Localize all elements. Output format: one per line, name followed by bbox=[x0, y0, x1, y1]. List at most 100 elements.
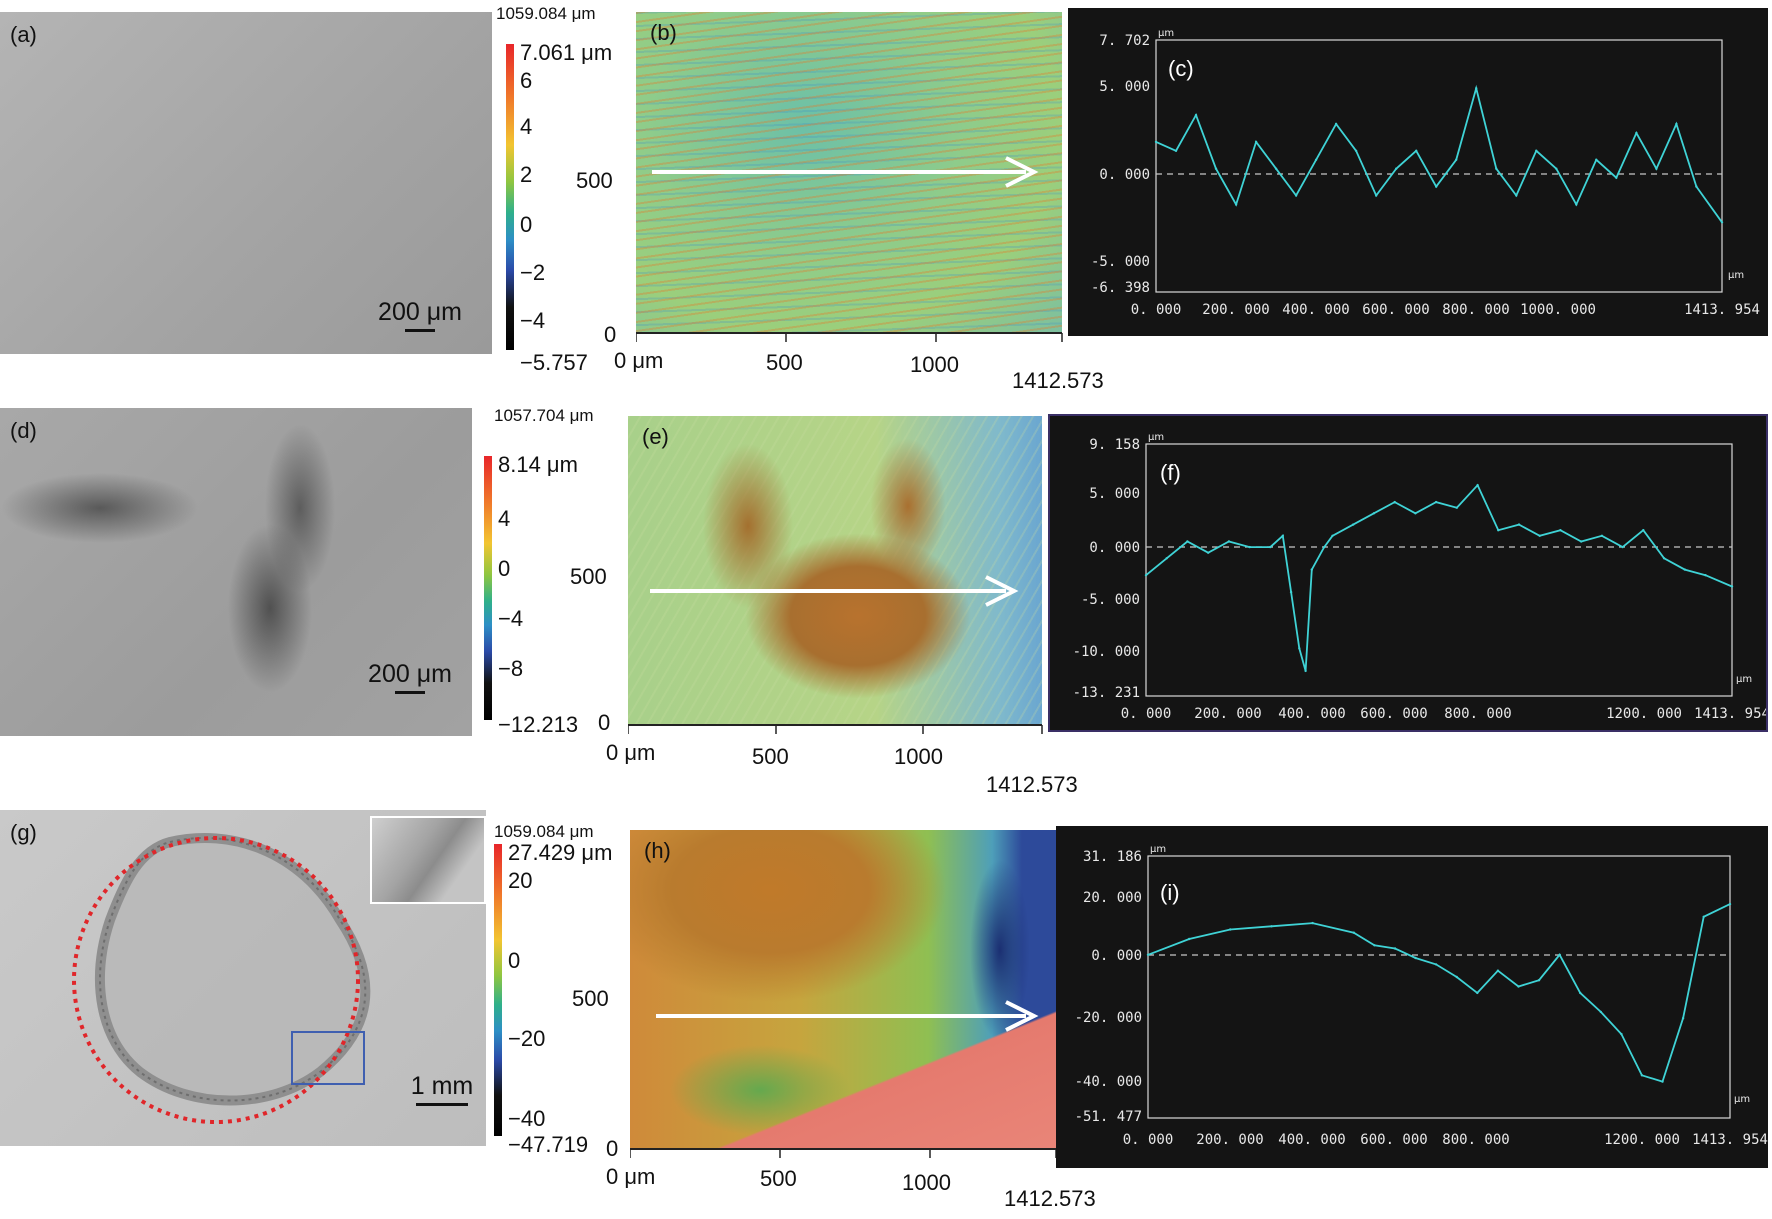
profile-point-c bbox=[1495, 167, 1498, 170]
profile-point-f bbox=[1304, 669, 1307, 673]
panel-label-f: (f) bbox=[1160, 460, 1181, 485]
panel-label-b: (b) bbox=[650, 20, 677, 45]
y-tick-c-3: -5. 000 bbox=[1091, 254, 1150, 270]
profile-point-c bbox=[1675, 122, 1678, 126]
profile-point-i bbox=[1434, 963, 1438, 966]
profile-point-f bbox=[1662, 557, 1666, 560]
x-tick-f-1: 200. 000 bbox=[1194, 706, 1261, 722]
row-2: (d) 200 μm 8.14 μm 4 0 −4 −8 −12.213 105… bbox=[0, 400, 1772, 800]
profile-point-f bbox=[1642, 529, 1645, 532]
profile-point-c bbox=[1555, 167, 1558, 170]
x-unit-c: μm bbox=[1728, 270, 1744, 281]
region-of-interest-box bbox=[291, 1031, 365, 1085]
micrograph-d: (d) 200 μm bbox=[0, 408, 472, 736]
x-unit-i: μm bbox=[1734, 1094, 1750, 1105]
colorbar-max-h: 27.429 μm bbox=[508, 840, 613, 865]
profile-point-f bbox=[1704, 574, 1707, 577]
y-tick-e-500: 500 bbox=[570, 564, 607, 589]
profile-point-c bbox=[1575, 203, 1578, 206]
profile-svg-f: μm μm 9. 158 5. 000 0. 000 -5. 000 -10. … bbox=[1073, 432, 1766, 722]
profile-point-c bbox=[1194, 113, 1198, 117]
topography-map-h: (h) bbox=[630, 830, 1056, 1148]
profile-point-i bbox=[1537, 979, 1541, 982]
x-tick-f-0: 0. 000 bbox=[1121, 706, 1172, 722]
profile-point-c bbox=[1415, 149, 1418, 152]
x-end-h: 1412.573 bbox=[1004, 1186, 1096, 1211]
profile-point-f bbox=[1497, 529, 1500, 532]
profile-point-i bbox=[1146, 953, 1150, 956]
y-tick-c-1: 5. 000 bbox=[1099, 79, 1150, 95]
profile-line-i bbox=[1147, 903, 1731, 1083]
x-tick-c-4: 800. 000 bbox=[1442, 302, 1509, 318]
scale-bar-line bbox=[416, 1103, 468, 1106]
y-tick-i-5: -51. 477 bbox=[1075, 1109, 1142, 1125]
y-tick-b-500: 500 bbox=[576, 168, 613, 193]
profile-point-c bbox=[1435, 185, 1438, 188]
profile-point-c bbox=[1515, 194, 1518, 197]
profile-point-f bbox=[1269, 545, 1272, 549]
profile-point-c bbox=[1655, 167, 1658, 170]
colorbar-tick-h-2: −20 bbox=[508, 1026, 546, 1051]
profile-point-f bbox=[1730, 585, 1734, 588]
x-tick-e-1000: 1000 bbox=[894, 744, 943, 769]
scale-bar-g: 1 mm bbox=[400, 1072, 484, 1106]
scan-arrow-h bbox=[656, 1000, 1039, 1032]
x-axis-h bbox=[630, 1148, 1057, 1158]
profile-point-f bbox=[1580, 540, 1583, 543]
x-tick-c-6: 1413. 954 bbox=[1684, 302, 1760, 318]
y-tick-e-0: 0 bbox=[598, 710, 611, 735]
colorbar-tick-h-3: −40 bbox=[508, 1106, 546, 1131]
profile-point-c bbox=[1635, 131, 1638, 135]
profile-point-f bbox=[1310, 568, 1313, 571]
profile-point-f bbox=[1683, 568, 1686, 571]
scale-bar-line bbox=[405, 329, 435, 332]
profile-point-f bbox=[1600, 534, 1604, 537]
topography-map-e: (e) bbox=[628, 416, 1042, 724]
profile-point-f bbox=[1621, 545, 1624, 549]
profile-point-f bbox=[1144, 574, 1148, 577]
x-unit-f: μm bbox=[1736, 674, 1752, 685]
y-tick-f-4: -10. 000 bbox=[1073, 644, 1140, 660]
profile-point-f bbox=[1476, 484, 1479, 487]
y-unit-c: μm bbox=[1158, 28, 1174, 39]
scale-bar-text: 200 μm bbox=[368, 660, 452, 688]
scale-bar-d: 200 μm bbox=[360, 660, 460, 694]
profile-point-c bbox=[1234, 203, 1238, 206]
y-tick-f-2: 0. 000 bbox=[1089, 540, 1140, 556]
profile-point-c bbox=[1254, 140, 1258, 144]
profile-point-c bbox=[1455, 158, 1458, 161]
panel-label-c: (c) bbox=[1168, 56, 1194, 81]
profile-point-f bbox=[1393, 500, 1396, 504]
profile-point-i bbox=[1414, 956, 1417, 960]
profile-point-f bbox=[1331, 534, 1334, 537]
profile-point-c bbox=[1334, 122, 1338, 126]
x-axis-b bbox=[636, 332, 1063, 342]
profile-point-i bbox=[1681, 1017, 1685, 1020]
profile-point-f bbox=[1165, 557, 1168, 560]
profile-point-f bbox=[1207, 551, 1210, 554]
y-tick-f-5: -13. 231 bbox=[1073, 685, 1140, 701]
y-axis-max-b: 1059.084 μm bbox=[496, 4, 596, 23]
profile-point-c bbox=[1535, 149, 1538, 152]
x-axis-e bbox=[628, 724, 1043, 734]
colorbar-tick-e-3: −8 bbox=[498, 656, 524, 681]
y-tick-f-1: 5. 000 bbox=[1089, 486, 1140, 502]
profile-point-i bbox=[1311, 921, 1314, 925]
scan-arrow-e bbox=[650, 575, 1019, 607]
profile-point-i bbox=[1373, 944, 1376, 947]
scale-bar-line bbox=[395, 691, 425, 694]
profile-point-f bbox=[1323, 545, 1326, 549]
x-tick-c-3: 600. 000 bbox=[1362, 302, 1429, 318]
profile-point-c bbox=[1314, 158, 1318, 161]
y-tick-i-1: 20. 000 bbox=[1083, 890, 1142, 906]
profile-line-c bbox=[1155, 84, 1723, 223]
colorbar-tick-h-0: 20 bbox=[508, 868, 533, 893]
profile-point-i bbox=[1229, 928, 1232, 931]
y-tick-i-3: -20. 000 bbox=[1075, 1010, 1142, 1026]
x-tick-h-1000: 1000 bbox=[902, 1170, 951, 1195]
profile-point-c bbox=[1695, 185, 1698, 188]
profile-point-i bbox=[1517, 985, 1520, 988]
x-tick-i-4: 800. 000 bbox=[1442, 1132, 1509, 1148]
profile-point-f bbox=[1517, 523, 1521, 526]
panel-label-i: (i) bbox=[1160, 880, 1180, 905]
